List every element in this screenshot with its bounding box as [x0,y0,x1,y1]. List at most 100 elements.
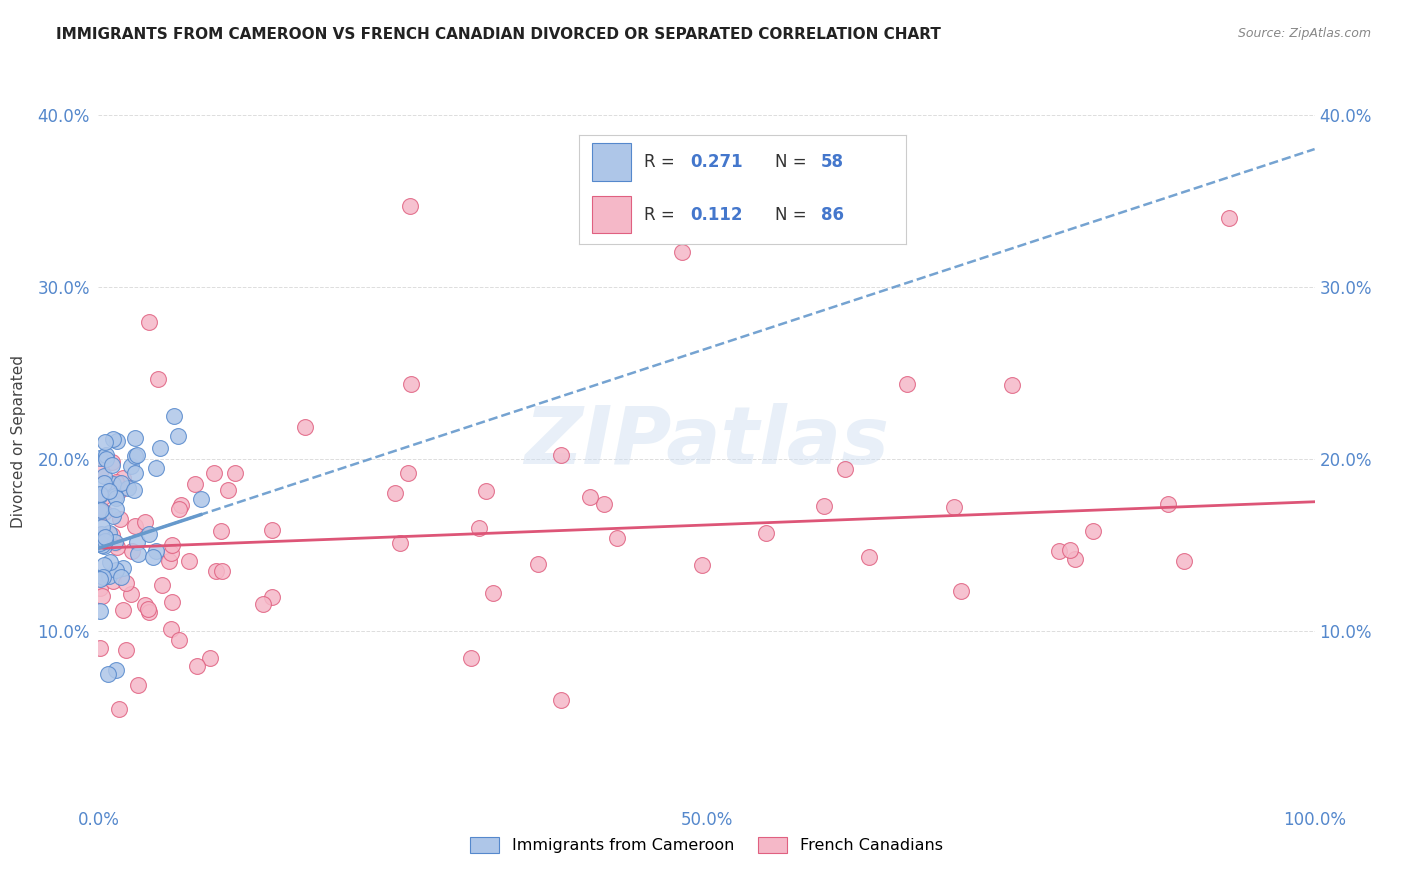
Point [124,466,146,480]
Point [149,442,172,456]
Point [204,466,226,480]
Text: 0.112: 0.112 [690,206,742,224]
Point [141,550,163,565]
Point [101,477,124,491]
Point [97,525,120,540]
Point [1218,211,1240,225]
Point [150,578,173,592]
Point [93,505,115,519]
Point [1047,544,1070,558]
Point [89,572,111,586]
Point [101,433,124,447]
Point [209,524,232,538]
Point [204,564,226,578]
Point [93,558,115,573]
Point [114,576,136,591]
Point [94,530,117,544]
Point [93,539,115,553]
Point [108,512,131,526]
Point [475,483,498,498]
Point [592,498,614,512]
Point [105,434,128,449]
Y-axis label: Divorced or Separated: Divorced or Separated [11,355,27,528]
Point [606,531,628,545]
Point [117,481,139,495]
Point [105,540,128,554]
Point [550,692,572,706]
Point [399,198,422,212]
Point [93,468,115,483]
Point [527,557,550,571]
Point [125,534,148,549]
Point [138,527,160,541]
Point [120,458,142,473]
Point [160,595,183,609]
Point [145,461,167,475]
Point [101,458,124,472]
Point [1059,542,1081,557]
Point [94,533,117,548]
Point [89,604,111,618]
Point [122,483,145,497]
Point [124,449,146,463]
Point [138,315,160,329]
Bar [592,196,631,234]
Text: 86: 86 [821,206,844,224]
Point [943,500,966,514]
Point [101,574,124,588]
Point [170,498,193,512]
Point [90,520,112,534]
Point [120,587,142,601]
Text: ZIPatlas: ZIPatlas [524,402,889,481]
Point [813,499,835,513]
Point [97,666,120,681]
Point [460,650,482,665]
Point [1173,554,1195,568]
Point [217,483,239,497]
Point [148,372,170,386]
Point [90,463,112,477]
Point [94,451,117,466]
Point [108,483,131,497]
Point [104,534,127,549]
Point [91,538,114,552]
Point [167,501,190,516]
Point [104,663,127,677]
Point [105,563,128,577]
Point [93,569,115,583]
Point [127,547,149,561]
Point [89,487,111,501]
Point [96,448,118,462]
Point [110,570,132,584]
Point [105,475,128,489]
Point [89,535,111,549]
Point [125,448,148,462]
Legend: Immigrants from Cameroon, French Canadians: Immigrants from Cameroon, French Canadia… [464,830,949,860]
Point [138,605,160,619]
Point [896,376,918,391]
Point [384,485,406,500]
Point [108,702,131,716]
Bar [592,144,631,181]
Point [190,491,212,506]
Point [167,632,190,647]
Point [105,491,128,505]
Point [252,597,274,611]
Point [127,677,149,691]
Point [160,538,183,552]
Point [399,376,422,391]
Text: Source: ZipAtlas.com: Source: ZipAtlas.com [1237,27,1371,40]
Point [136,602,159,616]
Point [389,535,412,549]
Point [89,533,111,547]
Point [834,461,856,475]
Point [90,533,112,548]
Point [111,603,134,617]
Point [89,451,111,466]
Point [98,569,121,583]
Point [186,659,208,673]
Point [671,245,693,260]
Point [578,490,600,504]
Point [467,521,489,535]
Point [167,428,190,442]
